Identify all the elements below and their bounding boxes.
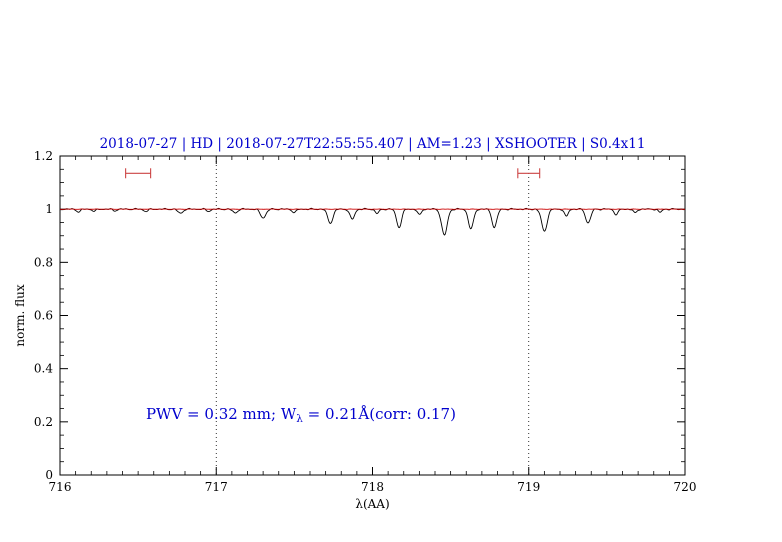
y-tick-label: 0.4 <box>34 362 53 376</box>
annotation-text-2: = 0.21Å(corr: 0.17) <box>303 405 456 423</box>
pwv-annotation: PWV = 0.32 mm; Wλ = 0.21Å(corr: 0.17) <box>146 405 456 425</box>
series-lines <box>59 207 686 236</box>
plot-frame <box>59 155 686 476</box>
frame-rect <box>59 155 686 476</box>
y-tick-label: 0.6 <box>34 309 53 323</box>
y-tick-label: 1 <box>45 202 53 216</box>
y-tick-label: 0.8 <box>34 255 53 269</box>
axis-ticks: 716 717 718 719 720 0 0.2 0.4 0.6 0.8 1 1.2 <box>34 149 697 494</box>
x-tick-label: 716 <box>49 480 72 494</box>
x-tick-label: 717 <box>205 480 228 494</box>
x-tick-label: 720 <box>674 480 697 494</box>
x-axis-label: λ(AA) <box>355 497 389 511</box>
annotation-text-1: PWV = 0.32 mm; W <box>146 405 297 423</box>
observed-spectrum-line <box>59 207 686 236</box>
range-markers <box>125 168 541 179</box>
x-tick-label: 718 <box>361 480 384 494</box>
y-tick-label: 0 <box>45 468 53 482</box>
y-axis-label: norm. flux <box>13 284 27 346</box>
x-tick-label: 719 <box>517 480 540 494</box>
reference-vlines <box>215 157 530 474</box>
annotation-lambda-sub: λ <box>296 413 303 425</box>
chart-title: 2018-07-27 | HD | 2018-07-27T22:55:55.40… <box>100 136 646 152</box>
y-tick-label: 0.2 <box>34 415 53 429</box>
y-tick-label: 1.2 <box>34 149 53 163</box>
